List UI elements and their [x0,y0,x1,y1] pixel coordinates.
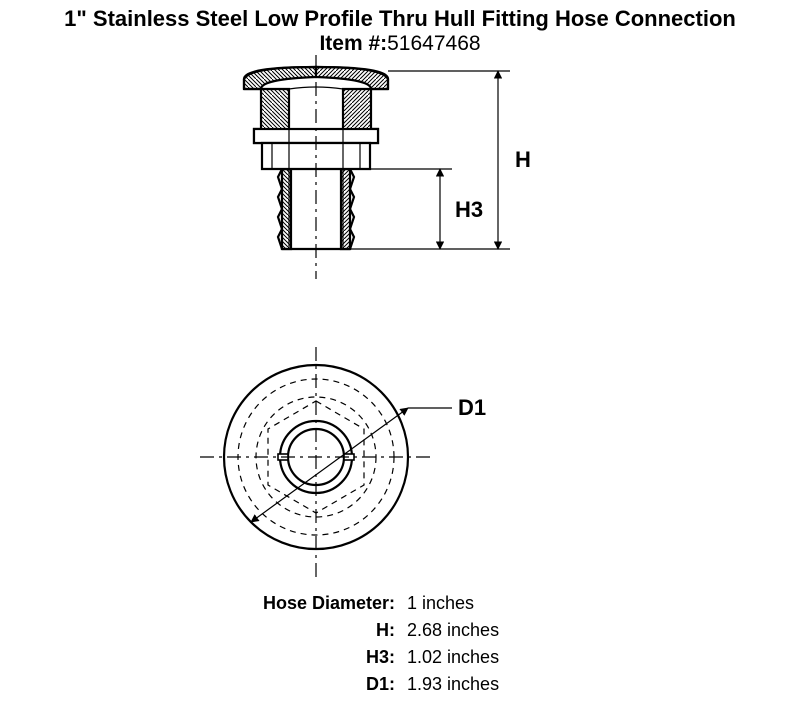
item-label: Item #: [319,32,387,55]
spec-value: 1 inches [407,593,474,614]
diagram-container: 1" Stainless Steel Low Profile Thru Hull… [0,0,800,703]
product-title: 1" Stainless Steel Low Profile Thru Hull… [0,6,800,32]
side-section-view: H H3 [244,67,531,249]
dim-label-d1: D1 [458,395,486,420]
dim-label-h: H [515,147,531,172]
technical-drawing: H H3 D1 [0,55,800,585]
spec-table: Hose Diameter: 1 inches H: 2.68 inches H… [150,590,650,698]
spec-row: H3: 1.02 inches [150,644,650,671]
spec-row: Hose Diameter: 1 inches [150,590,650,617]
spec-row: D1: 1.93 inches [150,671,650,698]
spec-value: 1.93 inches [407,674,499,695]
spec-value: 2.68 inches [407,620,499,641]
spec-label: Hose Diameter: [150,593,407,614]
item-line: Item #:51647468 [0,32,800,56]
dim-label-h3: H3 [455,197,483,222]
item-number: 51647468 [387,32,480,55]
spec-label: D1: [150,674,407,695]
spec-value: 1.02 inches [407,647,499,668]
bottom-plan-view: D1 [200,365,486,549]
spec-label: H3: [150,647,407,668]
spec-label: H: [150,620,407,641]
spec-row: H: 2.68 inches [150,617,650,644]
